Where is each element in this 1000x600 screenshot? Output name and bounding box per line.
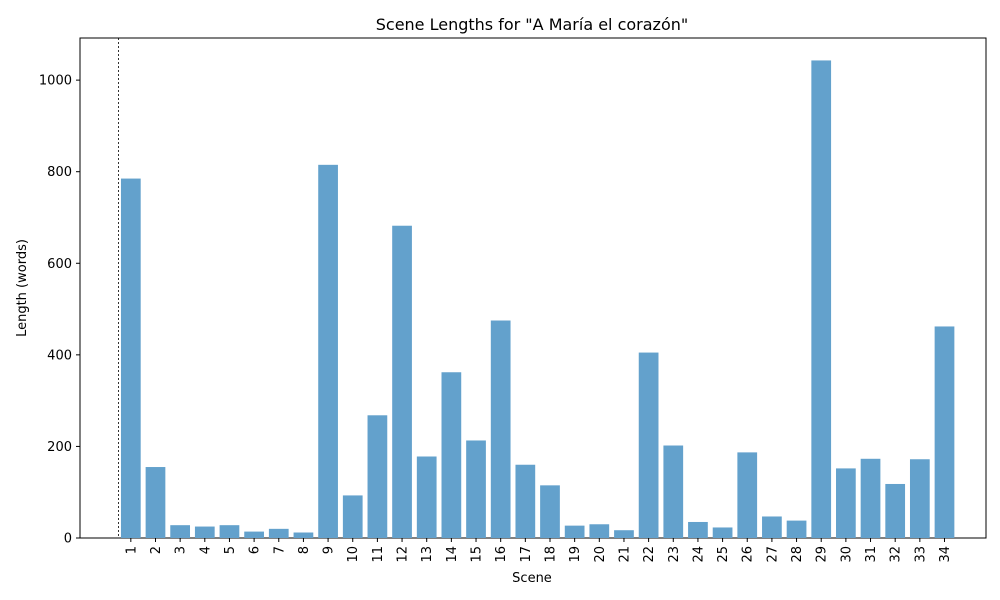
- x-tick-label: 19: [568, 546, 583, 563]
- x-tick-label: 28: [790, 546, 805, 563]
- bar-scene-31: [860, 458, 881, 538]
- x-tick-label: 11: [371, 546, 386, 563]
- bar-scene-22: [638, 352, 659, 538]
- x-tick-label: 17: [519, 546, 534, 563]
- x-axis-ticks: 1 2 3 4 5 6 7 8 9 10 11 12 13 14 15 16 17 18 19 20 21 22 23 24 2…: [124, 538, 953, 563]
- x-tick-label: 24: [691, 546, 706, 563]
- bar-scene-23: [663, 445, 684, 538]
- x-tick-label: 15: [470, 546, 485, 563]
- x-tick-label: 10: [346, 546, 361, 563]
- y-tick-label: 400: [47, 348, 72, 363]
- x-tick-label: 26: [741, 546, 756, 563]
- y-axis-ticks: 0 200 400 600 800 1000: [39, 74, 80, 547]
- bar-scene-1: [120, 178, 141, 539]
- bar-scene-18: [540, 485, 560, 538]
- x-axis-label: Scene: [512, 571, 552, 586]
- x-tick-label: 2: [149, 546, 164, 554]
- plot-area: 1 2 3 4 5 6 7 8 9 10 11 12 13 14 15 16 17 18 19 20 21 22 23 24 2…: [39, 37, 987, 563]
- x-tick-label: 32: [889, 546, 904, 563]
- x-tick-label: 3: [174, 546, 189, 554]
- x-tick-label: 27: [765, 546, 780, 563]
- bars-group: [120, 60, 955, 539]
- x-tick-label: 30: [839, 546, 854, 563]
- bar-scene-29: [811, 60, 832, 538]
- bar-scene-4: [194, 526, 215, 538]
- bar-scene-8: [293, 532, 314, 538]
- bar-scene-32: [885, 483, 906, 538]
- y-tick-label: 200: [47, 440, 72, 455]
- bar-scene-28: [786, 520, 807, 538]
- bar-scene-20: [589, 524, 610, 538]
- y-tick-label: 0: [64, 532, 72, 547]
- x-tick-label: 6: [248, 546, 263, 554]
- x-tick-label: 21: [617, 546, 632, 563]
- x-tick-label: 7: [272, 546, 287, 554]
- y-axis-label: Length (words): [15, 239, 30, 337]
- bar-scene-34: [934, 326, 955, 538]
- x-tick-label: 16: [494, 546, 509, 563]
- x-tick-label: 5: [223, 546, 238, 554]
- bar-scene-27: [762, 516, 782, 538]
- x-tick-label: 1: [124, 546, 139, 554]
- bar-scene-10: [342, 495, 363, 538]
- bar-scene-5: [219, 525, 240, 538]
- bar-scene-9: [318, 164, 338, 539]
- bar-scene-2: [145, 467, 166, 538]
- x-tick-label: 25: [716, 546, 731, 563]
- bar-scene-17: [515, 464, 536, 538]
- x-tick-label: 33: [913, 546, 928, 563]
- x-tick-label: 22: [642, 546, 657, 563]
- bar-scene-26: [737, 452, 758, 538]
- bar-scene-21: [614, 530, 634, 538]
- y-tick-label: 600: [47, 257, 72, 272]
- bar-scene-30: [836, 468, 856, 538]
- plot-frame: [79, 37, 987, 539]
- x-tick-label: 31: [864, 546, 879, 563]
- x-tick-label: 18: [543, 546, 558, 563]
- bar-scene-33: [909, 459, 930, 538]
- x-tick-label: 13: [420, 546, 435, 563]
- chart-title: Scene Lengths for "A María el corazón": [376, 15, 689, 34]
- bar-scene-7: [268, 528, 289, 538]
- x-tick-label: 9: [322, 546, 337, 554]
- x-tick-label: 34: [938, 546, 953, 563]
- bar-scene-19: [564, 525, 585, 538]
- bar-scene-24: [688, 521, 708, 538]
- bar-scene-25: [712, 527, 733, 538]
- x-tick-label: 8: [297, 546, 312, 554]
- x-tick-label: 4: [198, 546, 213, 554]
- x-tick-label: 29: [815, 546, 830, 563]
- y-tick-label: 1000: [39, 74, 72, 89]
- bar-scene-6: [244, 531, 264, 538]
- x-tick-label: 20: [593, 546, 608, 563]
- bar-scene-3: [170, 525, 191, 538]
- bar-scene-11: [367, 415, 388, 538]
- x-tick-label: 23: [667, 546, 682, 563]
- bar-scene-13: [416, 456, 437, 538]
- y-tick-label: 800: [47, 165, 72, 180]
- bar-scene-12: [392, 225, 412, 538]
- bar-scene-15: [466, 440, 486, 538]
- bar-scene-16: [490, 320, 511, 538]
- x-tick-label: 12: [396, 546, 411, 563]
- bar-scene-14: [441, 372, 462, 538]
- x-tick-label: 14: [445, 546, 460, 563]
